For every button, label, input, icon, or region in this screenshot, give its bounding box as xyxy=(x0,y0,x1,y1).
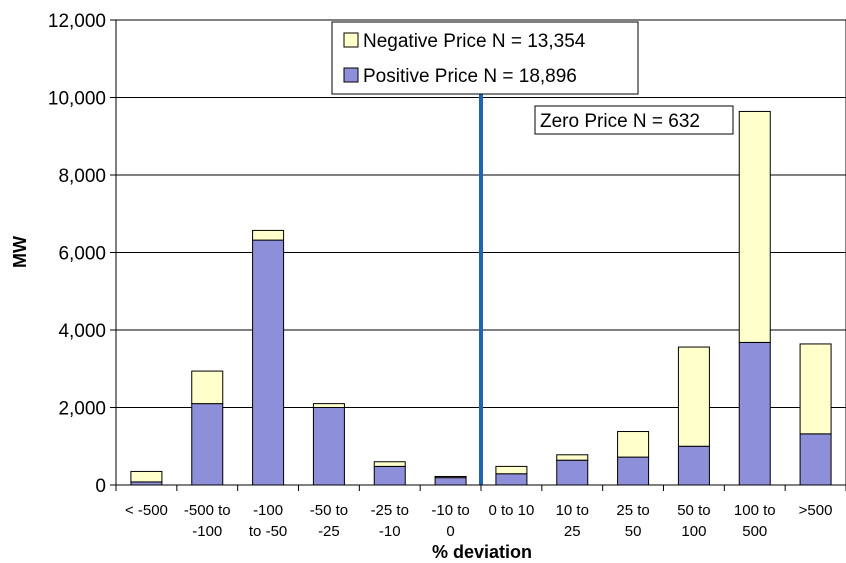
x-tick-label: -500 to -100 xyxy=(184,502,231,540)
x-tick-label: 10 to 25 xyxy=(556,502,589,540)
bar-negative-price xyxy=(252,229,285,241)
bar-positive-price xyxy=(556,459,589,486)
x-tick-label: -50 to -25 xyxy=(310,502,348,540)
bar-positive-price xyxy=(373,465,406,486)
x-tick-label: 100 to 500 xyxy=(734,502,776,540)
bar-positive-price xyxy=(495,473,528,486)
bar-positive-price xyxy=(677,445,710,486)
legend-swatch-positive xyxy=(343,67,359,83)
bar-positive-price xyxy=(434,477,467,486)
zero-price-annotation-box xyxy=(534,105,734,135)
x-tick-label: -100 to -50 xyxy=(249,502,287,540)
y-axis-title: MW xyxy=(10,236,30,268)
y-tick-label: 8,000 xyxy=(58,166,106,187)
bar-positive-price xyxy=(738,341,771,486)
legend-label-negative: Negative Price N = 13,354 xyxy=(363,31,586,52)
x-tick-label: 0 to 10 xyxy=(488,502,534,519)
x-tick-label: -25 to -10 xyxy=(371,502,409,540)
bar-negative-price xyxy=(434,475,467,479)
legend-label-positive: Positive Price N = 18,896 xyxy=(363,66,577,87)
bar-negative-price xyxy=(677,346,710,447)
bar-negative-price xyxy=(373,461,406,467)
x-tick-label: 50 to 100 xyxy=(677,502,710,540)
bar-positive-price xyxy=(252,239,285,486)
bar-negative-price xyxy=(312,403,345,408)
bar-negative-price xyxy=(799,343,832,435)
zero-price-annotation-text: Zero Price N = 632 xyxy=(540,111,700,132)
y-tick-label: 4,000 xyxy=(58,321,106,342)
x-tick-label: -10 to 0 xyxy=(431,502,469,540)
x-axis-ticks: < -500 -500 to -100 -100 to -50 -50 to -25 -25 … xyxy=(115,485,846,540)
bar-negative-price xyxy=(738,110,771,343)
x-tick-label: < -500 xyxy=(125,502,168,519)
bar-negative-price xyxy=(130,470,163,483)
zero-price-annotation: Zero Price N = 632 xyxy=(534,105,734,135)
bar-negative-price xyxy=(617,431,650,458)
bar-negative-price xyxy=(556,454,589,461)
legend: Negative Price N = 13,354 Positive Price… xyxy=(331,21,639,95)
legend-swatch-negative xyxy=(343,32,359,48)
y-tick-label: 10,000 xyxy=(48,89,106,110)
x-tick-label: 25 to 50 xyxy=(616,502,649,540)
y-axis-ticks: 0 2,000 4,000 6,000 8,000 10,000 12,000 xyxy=(48,11,116,497)
bar-positive-price xyxy=(191,403,224,486)
x-tick-label: >500 xyxy=(799,502,833,519)
y-tick-label: 0 xyxy=(95,476,106,497)
bar-positive-price xyxy=(799,433,832,486)
bar-positive-price xyxy=(312,407,345,486)
y-tick-label: 2,000 xyxy=(58,399,106,420)
bar-negative-price xyxy=(495,465,528,475)
legend-box xyxy=(331,21,639,95)
y-tick-label: 6,000 xyxy=(58,244,106,265)
x-axis-title: % deviation xyxy=(432,542,532,562)
bar-positive-price xyxy=(617,456,650,486)
bar-negative-price xyxy=(191,370,224,405)
y-tick-label: 12,000 xyxy=(48,11,106,32)
